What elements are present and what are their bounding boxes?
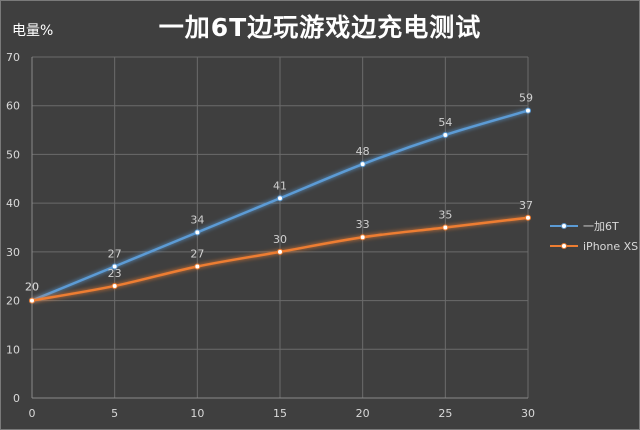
- data-label: 59: [519, 92, 533, 105]
- data-point: [194, 229, 201, 236]
- data-label: 27: [108, 247, 122, 260]
- legend-label: iPhone XS: [583, 240, 638, 253]
- data-label: 37: [519, 199, 533, 212]
- x-tick-label: 20: [356, 407, 370, 420]
- data-point: [525, 214, 531, 221]
- data-label: 34: [190, 213, 204, 226]
- y-tick-label: 50: [6, 148, 20, 161]
- y-tick-label: 10: [6, 343, 20, 356]
- data-label: 23: [108, 267, 122, 280]
- data-point: [194, 263, 201, 270]
- legend-marker: [561, 243, 567, 249]
- legend-marker: [561, 223, 567, 229]
- data-label: 30: [273, 233, 287, 246]
- series-iphone-xs: 20 23 27 30 33 35 37: [25, 199, 533, 304]
- data-point: [359, 161, 366, 168]
- x-tick-label: 30: [521, 407, 535, 420]
- data-label: 48: [356, 145, 370, 158]
- data-point: [277, 248, 283, 255]
- x-tick-label: 10: [190, 407, 204, 420]
- data-point: [525, 107, 531, 114]
- data-point: [29, 297, 35, 304]
- data-point: [111, 282, 118, 289]
- y-tick-labels: 0 10 20 30 40 50 60 70: [6, 51, 20, 405]
- data-point: [442, 224, 449, 231]
- x-tick-label: 5: [111, 407, 118, 420]
- x-tick-label: 0: [29, 407, 36, 420]
- data-label: 54: [438, 116, 452, 129]
- data-label: 20: [25, 281, 39, 294]
- data-label: 20: [25, 281, 39, 294]
- x-tick-labels: 0 5 10 15 20 25 30: [29, 407, 536, 420]
- grid-lines: [31, 56, 529, 399]
- data-point: [277, 195, 283, 202]
- series-oneplus-6t: 20 27 34 41 48 54 59: [25, 92, 533, 304]
- data-label: 41: [273, 179, 287, 192]
- data-label: 27: [190, 247, 204, 260]
- y-axis-label: 电量%: [12, 23, 54, 39]
- y-tick-label: 20: [6, 295, 20, 308]
- data-label: 35: [438, 209, 452, 222]
- y-tick-label: 60: [6, 100, 20, 113]
- x-tick-label: 25: [438, 407, 452, 420]
- legend: 一加6T iPhone XS: [550, 220, 638, 253]
- legend-label: 一加6T: [583, 220, 619, 233]
- y-tick-label: 0: [13, 392, 20, 405]
- y-tick-label: 40: [6, 197, 20, 210]
- data-point: [442, 131, 449, 138]
- x-tick-label: 15: [273, 407, 287, 420]
- data-point: [359, 234, 366, 241]
- y-tick-label: 70: [6, 51, 20, 64]
- data-point: [111, 263, 118, 270]
- y-tick-label: 30: [6, 246, 20, 259]
- data-label: 33: [356, 218, 370, 231]
- chart-title: 一加6T边玩游戏边充电测试: [158, 13, 482, 42]
